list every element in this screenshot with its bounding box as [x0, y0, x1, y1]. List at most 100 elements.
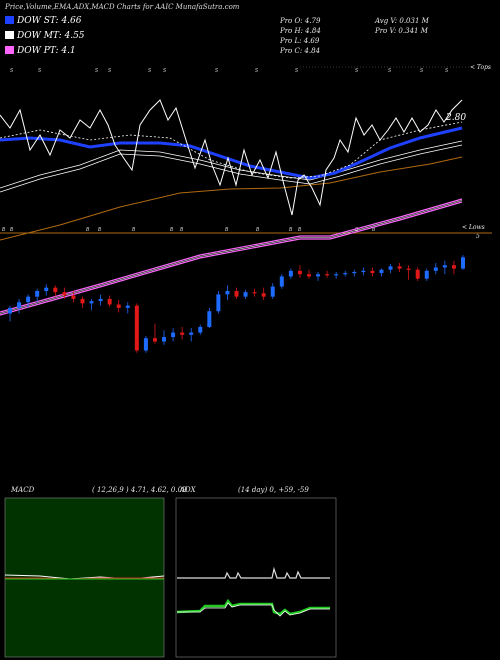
- candlestick: [442, 260, 447, 275]
- low-marker: B: [298, 227, 302, 233]
- candlestick: [288, 268, 293, 279]
- info-close: Pro C: 4.84: [280, 47, 321, 55]
- candle-body: [234, 291, 239, 297]
- candle-body: [198, 326, 203, 333]
- candle-body: [89, 301, 94, 304]
- adx-main-line: [177, 566, 330, 579]
- top-marker: S: [108, 68, 112, 74]
- candlestick: [107, 295, 112, 307]
- candlestick: [62, 287, 67, 299]
- low-marker: B: [98, 227, 102, 233]
- candle-body: [343, 273, 348, 275]
- candle-body: [216, 294, 221, 312]
- candle-body: [62, 292, 67, 296]
- candlestick: [198, 324, 203, 335]
- candle-body: [424, 270, 429, 279]
- candlestick: [252, 288, 257, 297]
- candle-body: [461, 257, 465, 269]
- candle-body: [297, 270, 302, 275]
- candlestick: [270, 283, 275, 299]
- candle-body: [80, 298, 85, 304]
- candle-body: [225, 291, 230, 295]
- adx-minus-di-line: [177, 602, 330, 617]
- trend-line-center: [0, 200, 463, 314]
- candlestick: [180, 326, 185, 340]
- top-marker: S: [163, 68, 167, 74]
- candle-body: [261, 293, 266, 297]
- candlestick: [397, 262, 402, 272]
- trend-line-upper: [0, 198, 463, 313]
- candlestick: [343, 270, 348, 277]
- candlestick: [143, 335, 148, 353]
- candlestick: [261, 287, 266, 301]
- candlestick: [325, 270, 330, 278]
- candle-body: [53, 287, 58, 293]
- candlestick: [334, 271, 339, 279]
- candle-body: [370, 270, 375, 274]
- macd-label: MACD: [11, 486, 35, 494]
- legend-label-st: DOW ST: 4.66: [17, 16, 82, 26]
- legend-dow-st: DOW ST: 4.66: [5, 16, 82, 26]
- candlestick: [35, 288, 40, 303]
- ema-short-line: [0, 126, 463, 180]
- info-pro-volume: Pro V: 0.341 M: [375, 27, 428, 35]
- candlestick: [433, 262, 438, 275]
- candlestick: [306, 269, 311, 279]
- candlestick: [71, 291, 76, 303]
- candle-body: [8, 307, 12, 314]
- candle-body: [433, 267, 438, 271]
- candlestick: [80, 296, 85, 308]
- tops-tag: < Tops: [470, 64, 492, 71]
- candle-body: [379, 269, 384, 274]
- candlestick: [234, 287, 239, 299]
- candlestick: [279, 274, 284, 289]
- ema-mid-line: [0, 140, 463, 189]
- candle-body: [152, 338, 157, 342]
- candle-body: [361, 270, 366, 273]
- low-marker: B: [289, 227, 293, 233]
- candle-body: [98, 298, 103, 302]
- candle-body: [180, 332, 185, 335]
- top-marker: S: [255, 68, 259, 74]
- candlestick: [388, 264, 393, 274]
- candle-body: [162, 337, 167, 342]
- candle-body: [243, 292, 248, 297]
- top-marker: S: [215, 68, 219, 74]
- candle-body: [442, 265, 447, 268]
- trend-line-lower: [0, 201, 463, 316]
- candlestick: [216, 291, 221, 314]
- candle-body: [107, 298, 112, 305]
- top-marker: S: [10, 68, 14, 74]
- top-marker: S: [388, 68, 392, 74]
- candlestick: [53, 285, 58, 297]
- candle-body: [125, 305, 130, 308]
- chart-title: Price,Volume,EMA,ADX,MACD Charts for AAI…: [5, 3, 240, 11]
- candlestick: [316, 271, 321, 281]
- candlestick: [44, 284, 49, 296]
- candlestick: [125, 302, 130, 314]
- candlestick: [225, 285, 230, 301]
- candle-body: [288, 270, 293, 277]
- candle-body: [207, 311, 212, 327]
- candle-body: [334, 274, 339, 276]
- candle-body: [252, 292, 257, 294]
- info-high: Pro H: 4.84: [280, 27, 321, 35]
- candle-body: [270, 286, 275, 297]
- candle-body: [415, 269, 420, 279]
- candle-body: [406, 268, 411, 270]
- low-marker: B: [256, 227, 260, 233]
- legend-dow-mt: DOW MT: 4.55: [5, 31, 85, 41]
- legend-dow-pt: DOW PT: 4.1: [5, 46, 76, 56]
- adx-label: ADX: [180, 486, 196, 494]
- legend-label-pt: DOW PT: 4.1: [17, 46, 76, 56]
- candle-body: [189, 332, 194, 335]
- candlestick: [98, 294, 103, 306]
- candle-body: [116, 304, 121, 308]
- price-tag: 2.80: [446, 113, 467, 123]
- candle-body: [316, 274, 321, 277]
- candle-body: [143, 338, 148, 351]
- low-marker: B: [86, 227, 90, 233]
- candle-body: [388, 266, 393, 270]
- candlestick: [26, 294, 31, 308]
